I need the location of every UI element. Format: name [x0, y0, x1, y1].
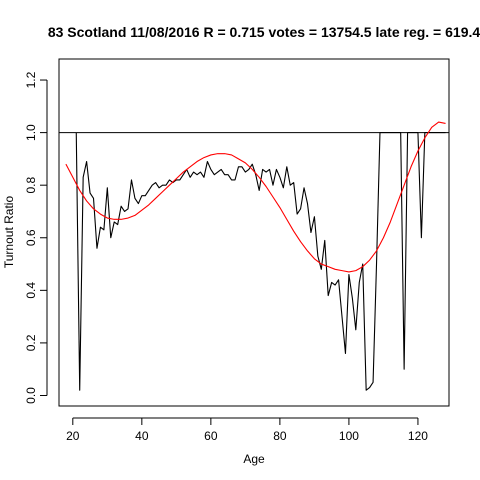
x-tick-label: 100 — [339, 429, 359, 443]
y-tick-label: 0.8 — [24, 177, 38, 194]
y-tick-label: 0.2 — [24, 334, 38, 351]
y-tick-label: 0.6 — [24, 229, 38, 246]
chart-title: 83 Scotland 11/08/2016 R = 0.715 votes =… — [48, 24, 480, 40]
fitted-curve-line — [65, 121, 446, 273]
x-tick-label: 80 — [273, 429, 287, 443]
x-tick-label: 40 — [135, 429, 149, 443]
y-axis-label: Turnout Ratio — [2, 196, 16, 269]
x-axis-label: Age — [243, 452, 265, 466]
plot-area — [59, 121, 449, 391]
y-tick-label: 0.4 — [24, 282, 38, 299]
x-axis: 20 40 60 80 100 120 — [66, 417, 428, 443]
turnout-series-line — [75, 132, 446, 391]
y-tick-label: 1.0 — [24, 124, 38, 141]
x-tick-label: 120 — [408, 429, 428, 443]
y-tick-label: 1.2 — [24, 71, 38, 88]
y-tick-label: 0.0 — [24, 387, 38, 404]
plot-box — [58, 58, 450, 407]
x-tick-label: 60 — [204, 429, 218, 443]
y-axis: 0.0 0.2 0.4 0.6 0.8 1.0 1.2 — [24, 71, 48, 404]
x-tick-label: 20 — [66, 429, 80, 443]
